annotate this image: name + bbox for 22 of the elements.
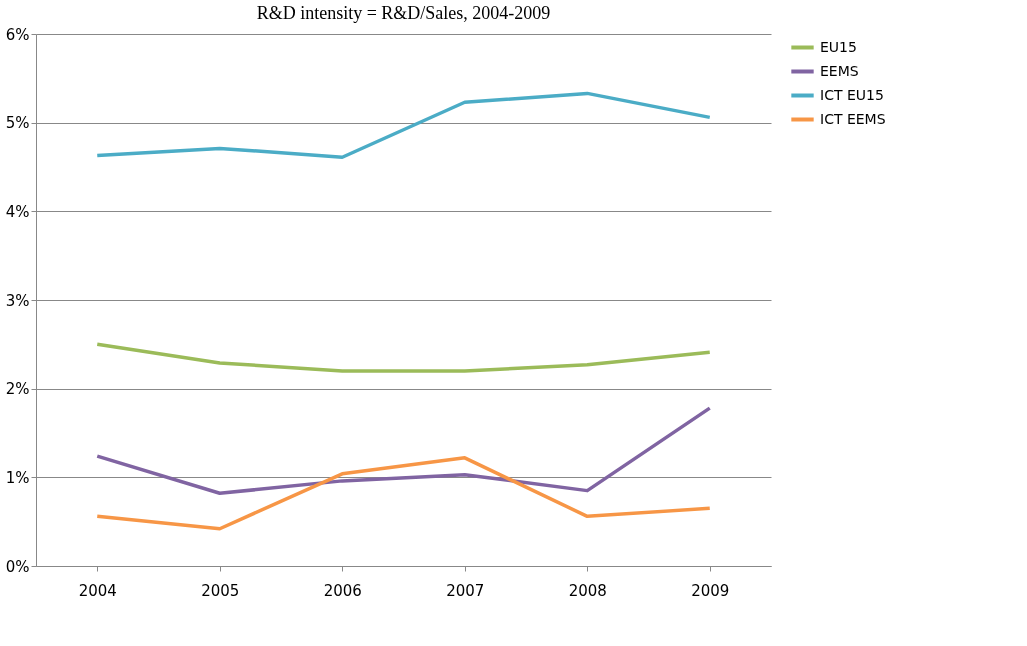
y-tick-label: 0% [5, 557, 30, 576]
x-tick-label: 2009 [691, 581, 730, 600]
line-series [95, 406, 712, 496]
chart-title: R&D intensity = R&D/Sales, 2004-2009 [256, 3, 551, 23]
line-series [95, 342, 712, 373]
x-tick-label: 2005 [201, 581, 240, 600]
line-series [95, 456, 712, 531]
x-tick-label: 2008 [568, 581, 607, 600]
legend-label: EEMS [820, 62, 859, 79]
line-series [95, 91, 712, 159]
legend-label: ICT EU15 [820, 86, 884, 103]
legend-label: EU15 [820, 38, 857, 55]
y-tick-label: 4% [5, 202, 30, 221]
legend-label: ICT EEMS [820, 110, 886, 127]
y-tick-label: 5% [5, 114, 30, 133]
y-tick-label: 1% [5, 468, 30, 487]
x-tick-label: 2007 [446, 581, 485, 600]
y-tick-label: 6% [5, 25, 30, 44]
y-tick-label: 3% [5, 291, 30, 310]
x-tick-label: 2004 [78, 581, 117, 600]
x-tick-label: 2006 [323, 581, 362, 600]
y-tick-label: 2% [5, 380, 30, 399]
